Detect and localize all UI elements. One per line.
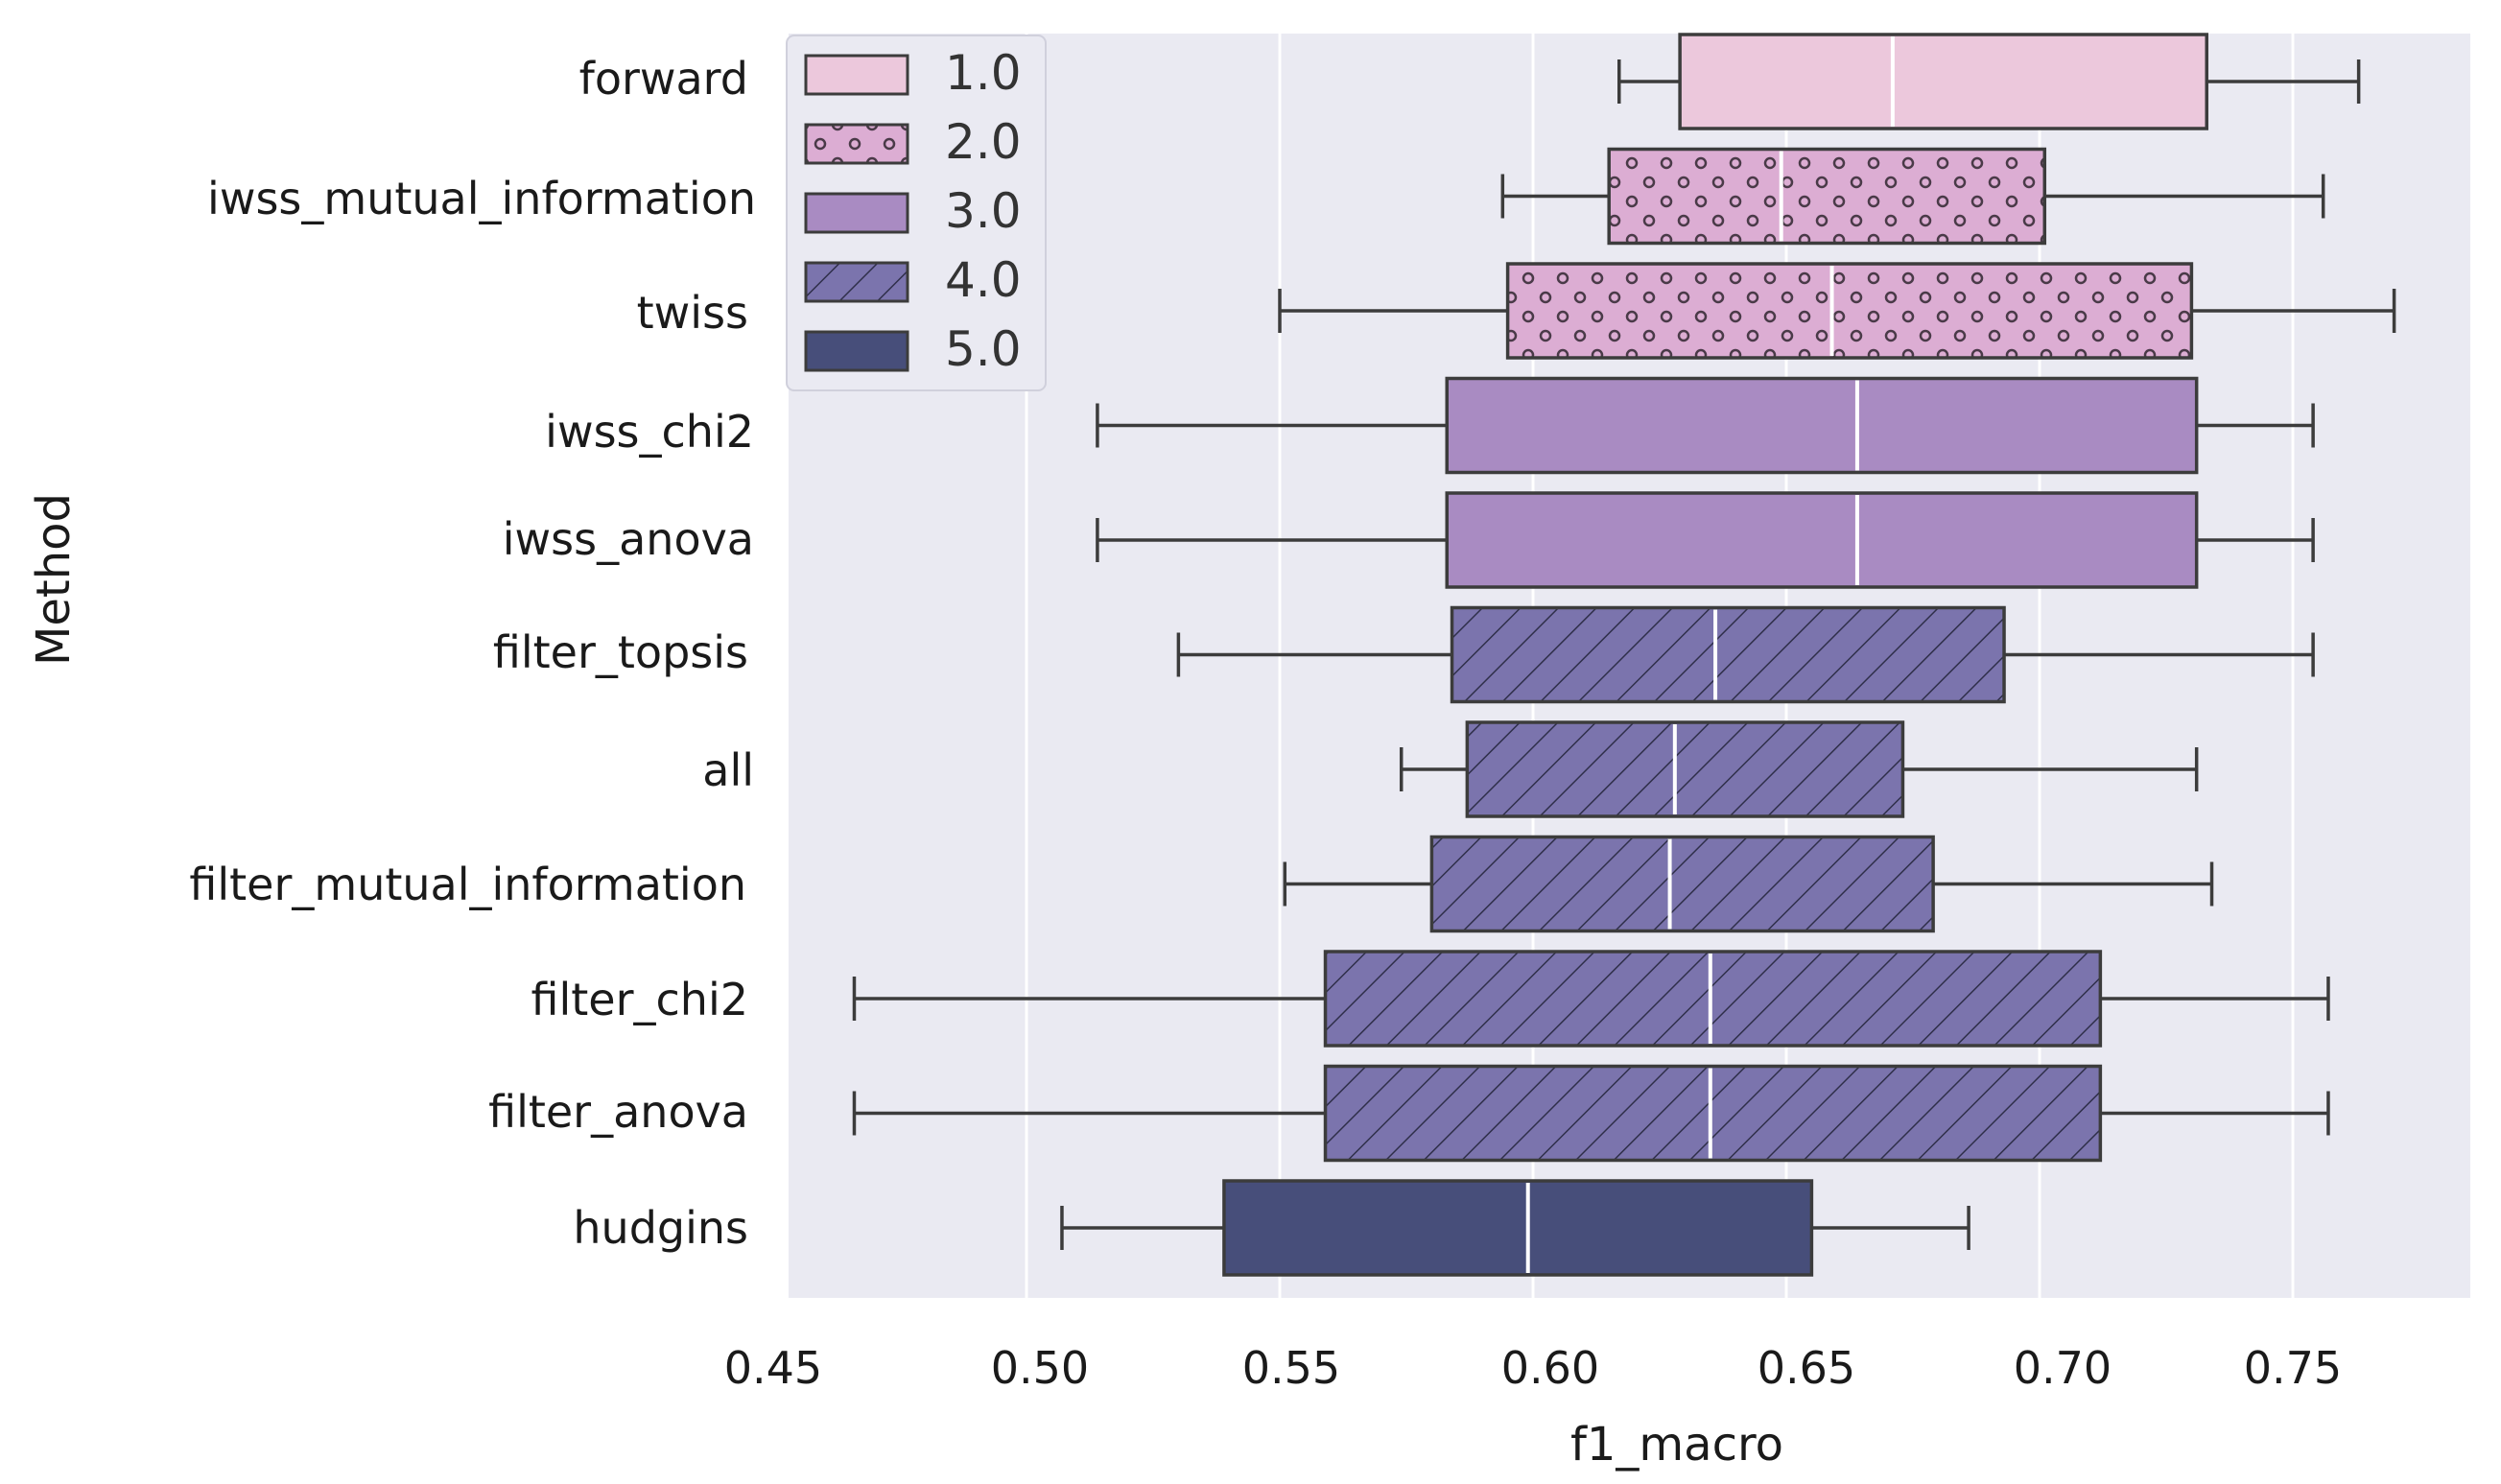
box-all (1399, 720, 2199, 818)
box-filter-chi2 (852, 950, 2330, 1048)
y-tick-label-filter-chi2: filter_chi2 (531, 974, 749, 1025)
x-tick-label-3: 0.60 (1501, 1342, 1599, 1394)
box-filter-topsis (1176, 605, 2315, 704)
x-tick-label-0: 0.45 (724, 1342, 822, 1394)
y-tick-label-iwss-anova: iwss_anova (503, 513, 754, 565)
y-tick-label-twiss: twiss (637, 287, 748, 339)
iqr-box-iwss-chi2 (1445, 376, 2199, 475)
box-iwss-mutual-information (1500, 147, 2325, 246)
legend-swatch-3 (804, 192, 909, 234)
y-tick-label-iwss-mutual-information: iwss_mutual_information (207, 173, 756, 224)
y-axis-title: Method (27, 493, 81, 666)
x-tick-label-2: 0.55 (1242, 1342, 1340, 1394)
iqr-box-forward (1678, 33, 2208, 130)
iqr-box-filter-topsis (1450, 605, 2006, 704)
legend: 1.0 2.0 3.0 4.0 5.0 (786, 35, 1047, 391)
y-tick-label-all: all (702, 744, 754, 796)
iqr-box-filter-anova (1323, 1064, 2103, 1163)
x-tick-label-1: 0.50 (991, 1342, 1089, 1394)
box-filter-anova (852, 1064, 2330, 1163)
iqr-box-filter-chi2 (1323, 950, 2103, 1048)
legend-label-5: 5.0 (945, 321, 1022, 377)
box-filter-mutual-information (1283, 835, 2214, 933)
iqr-box-iwss-mutual-information (1607, 147, 2047, 246)
y-tick-labels: forward iwss_mutual_information twiss iw… (189, 53, 756, 1254)
box-twiss (1278, 262, 2396, 360)
box-iwss-anova (1096, 491, 2315, 589)
y-tick-label-forward: forward (579, 53, 748, 105)
y-tick-label-filter-topsis: filter_topsis (493, 626, 748, 678)
legend-swatch-4 (804, 261, 909, 303)
iqr-box-twiss (1505, 262, 2194, 360)
iqr-box-hudgins (1222, 1179, 1814, 1277)
y-tick-label-hudgins: hudgins (573, 1202, 748, 1254)
legend-swatch-5 (804, 330, 909, 372)
boxes (852, 33, 2396, 1277)
iqr-box-all (1465, 720, 1905, 818)
x-tick-label-5: 0.70 (2014, 1342, 2112, 1394)
legend-swatch-2 (804, 123, 909, 165)
iqr-box-filter-mutual-information (1429, 835, 1935, 933)
iqr-box-iwss-anova (1445, 491, 2199, 589)
x-tick-label-4: 0.65 (1758, 1342, 1855, 1394)
legend-label-4: 4.0 (945, 252, 1022, 308)
y-tick-label-filter-mutual-information: filter_mutual_information (189, 859, 746, 910)
x-tick-labels: 0.45 0.50 0.55 0.60 0.65 0.70 0.75 (724, 1342, 2342, 1394)
x-tick-label-6: 0.75 (2244, 1342, 2342, 1394)
legend-label-2: 2.0 (945, 114, 1022, 170)
legend-swatch-1 (804, 54, 909, 96)
legend-label-1: 1.0 (945, 45, 1022, 101)
box-forward (1617, 33, 2361, 130)
x-axis-title: f1_macro (1570, 1418, 1783, 1472)
y-tick-label-iwss-chi2: iwss_chi2 (545, 406, 754, 458)
legend-label-3: 3.0 (945, 183, 1022, 239)
box-iwss-chi2 (1096, 376, 2315, 475)
box-hudgins (1060, 1179, 1970, 1277)
y-tick-label-filter-anova: filter_anova (488, 1086, 748, 1138)
